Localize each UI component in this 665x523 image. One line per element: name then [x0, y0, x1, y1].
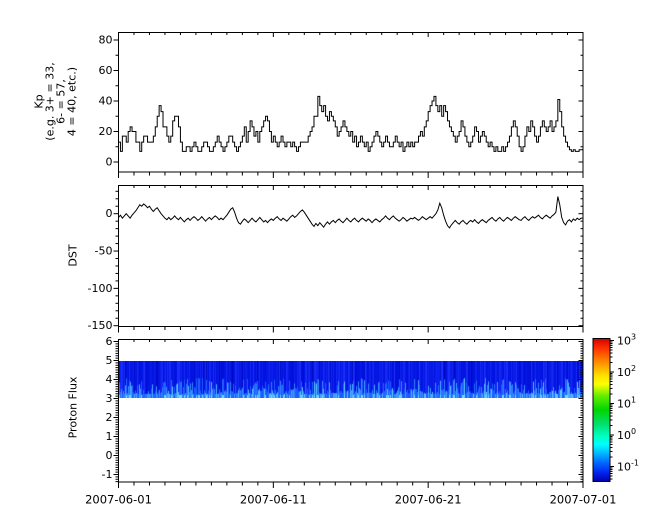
dst-ylabel: DST	[67, 244, 80, 266]
kp-panel-ytick-label: 0	[106, 156, 113, 169]
dst-series-line	[118, 196, 583, 229]
proton-flux-panel-ytick-label: 2	[106, 411, 113, 424]
colorbar-exponent: -1	[631, 459, 639, 468]
x-date-label: 2007-07-01	[550, 493, 617, 507]
kp-panel-ytick-label: 80	[99, 34, 113, 47]
colorbar-exponent: 1	[631, 396, 636, 405]
kp-ylabel-line: 6- = 57,	[55, 79, 68, 124]
kp-ylabel: Kp(e.g. 3+ = 33,6- = 57,4 = 40, etc.)	[33, 62, 79, 140]
colorbar-mantissa: 10	[617, 398, 631, 411]
proton-flux-panel-ytick-label: 6	[106, 335, 113, 348]
proton-flux-panel-ytick-label: 4	[106, 373, 113, 386]
kp-panel-frame	[118, 32, 584, 173]
colorbar-mantissa: 10	[617, 429, 631, 442]
kp-ylabel-line: Kp	[33, 94, 46, 108]
colorbar-gradient	[592, 338, 611, 482]
x-date-label: 2007-06-01	[85, 493, 152, 507]
colorbar-mantissa: 10	[617, 366, 631, 379]
colorbar-exponent: 3	[631, 333, 636, 342]
dst-panel-frame	[118, 185, 584, 327]
colorbar-mantissa: 10	[617, 461, 631, 474]
x-axis-tick-labels: 2007-06-01 2007-06-11 2007-06-21 2007-07-01	[85, 493, 616, 507]
dst-panel-ytick-label: -50	[95, 245, 113, 258]
proton-flux-panel-ytick-label: 0	[106, 449, 113, 462]
x-date-label: 2007-06-11	[240, 493, 307, 507]
kp-series-line	[118, 95, 583, 152]
proton-flux-ylabel: Proton Flux	[67, 376, 80, 438]
colorbar-tick-label: 10-1	[617, 459, 639, 474]
kp-panel: 0 20 40 60 80	[99, 32, 584, 178]
dst-panel: 0 -50 -100 -150	[88, 185, 584, 333]
colorbar-exponent: 2	[631, 364, 636, 373]
kp-ylabel-line: (e.g. 3+ = 33,	[44, 62, 57, 140]
proton-flux-ylabel-text: Proton Flux	[67, 376, 80, 438]
colorbar-tick-label: 102	[617, 364, 636, 379]
proton-flux-heatmap	[119, 361, 583, 398]
kp-ylabel-line: 4 = 40, etc.)	[66, 67, 79, 136]
colorbar-tick-label: 101	[617, 396, 636, 411]
colorbar-tick-label: 103	[617, 333, 636, 348]
dst-panel-ytick-label: -100	[88, 282, 113, 295]
dst-panel-ytick-label: -150	[88, 319, 113, 332]
proton-flux-panel-ytick-label: 3	[106, 392, 113, 405]
kp-panel-ytick-label: 20	[99, 125, 113, 138]
proton-flux-panel: -1 0 1 2 3 4 5 6	[102, 335, 584, 488]
colorbar-exponent: 0	[631, 427, 636, 436]
colorbar-tick-label: 100	[617, 427, 636, 442]
x-date-label: 2007-06-21	[395, 493, 462, 507]
dst-ylabel-text: DST	[67, 244, 80, 266]
proton-flux-panel-ytick-label: 1	[106, 430, 113, 443]
proton-flux-panel-ytick-label: -1	[102, 468, 113, 481]
proton-flux-panel-frame	[118, 339, 584, 483]
colorbar-mantissa: 10	[617, 335, 631, 348]
kp-panel-ytick-label: 40	[99, 95, 113, 108]
proton-flux-panel-ytick-label: 5	[106, 354, 113, 367]
kp-panel-ytick-label: 60	[99, 64, 113, 77]
kp-ylabel-text: Kp(e.g. 3+ = 33,6- = 57,4 = 40, etc.)	[33, 62, 79, 140]
dst-panel-ytick-label: 0	[106, 207, 113, 220]
